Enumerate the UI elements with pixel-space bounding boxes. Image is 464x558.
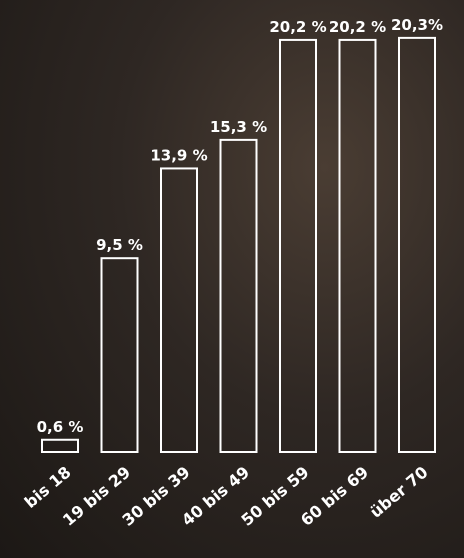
bar bbox=[41, 438, 79, 454]
bar bbox=[279, 38, 317, 453]
value-label: 20,2 % bbox=[329, 18, 386, 36]
bar bbox=[160, 167, 198, 453]
value-label: 20,3% bbox=[391, 16, 443, 34]
bar bbox=[338, 38, 377, 453]
value-label: 9,5 % bbox=[96, 236, 143, 254]
x-tick-label: über 70 bbox=[366, 463, 431, 522]
value-label: 0,6 % bbox=[37, 418, 84, 436]
bar bbox=[100, 257, 139, 454]
value-label: 20,2 % bbox=[269, 18, 326, 36]
x-tick-label: bis 18 bbox=[21, 463, 75, 512]
value-label: 13,9 % bbox=[150, 146, 207, 164]
bar bbox=[219, 138, 258, 453]
bar bbox=[398, 36, 436, 453]
value-label: 15,3 % bbox=[210, 118, 267, 136]
